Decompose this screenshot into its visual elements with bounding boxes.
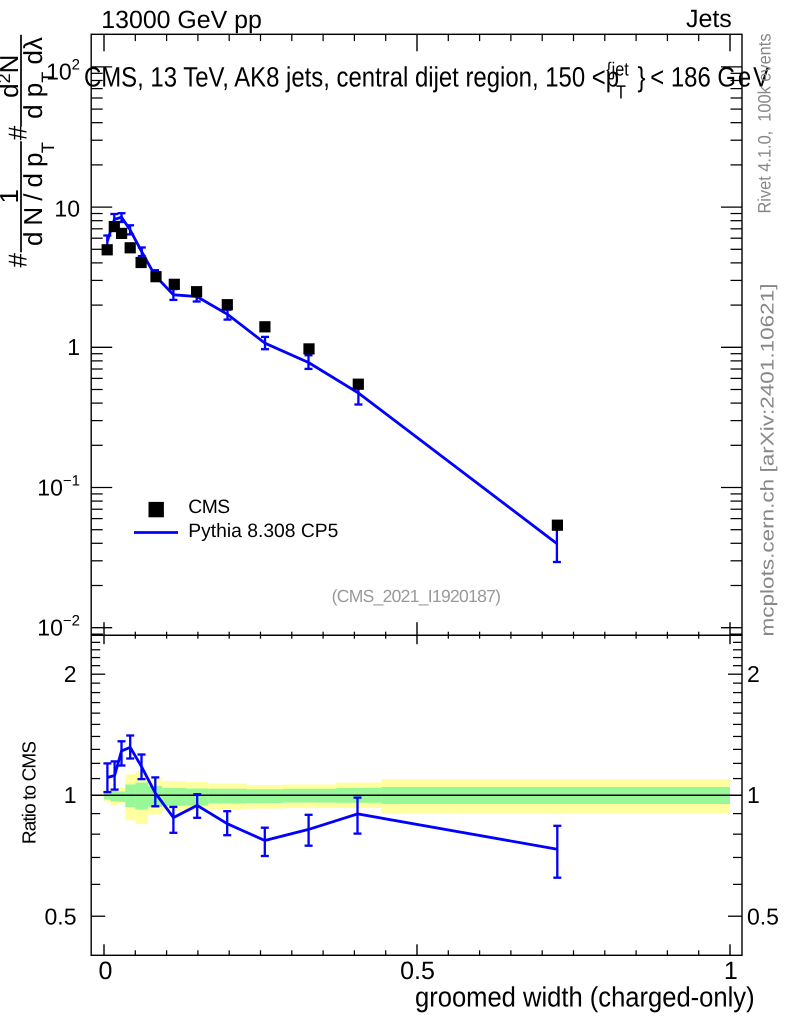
svg-text:0.5: 0.5 — [400, 957, 435, 985]
svg-text:mcplots.cern.ch [arXiv:2401.10: mcplots.cern.ch [arXiv:2401.10621] — [757, 284, 778, 637]
svg-text:Pythia 8.308 CP5: Pythia 8.308 CP5 — [188, 521, 338, 542]
svg-text:1: 1 — [724, 957, 738, 985]
svg-text:102: 102 — [46, 57, 80, 85]
svg-text:0: 0 — [99, 957, 113, 985]
svg-text:Rivet 4.1.0, 100k events: Rivet 4.1.0, 100k events — [755, 34, 775, 214]
svg-text:Jets: Jets — [686, 5, 732, 33]
svg-text:1: 1 — [0, 189, 24, 203]
svg-text:2: 2 — [64, 661, 77, 687]
svg-text:2: 2 — [747, 661, 760, 687]
svg-text:(CMS_2021_I1920187): (CMS_2021_I1920187) — [332, 586, 501, 606]
svg-text:10−1: 10−1 — [37, 472, 80, 500]
svg-text:1: 1 — [64, 782, 77, 808]
svg-text:0.5: 0.5 — [747, 904, 779, 930]
svg-text:Ratio to CMS: Ratio to CMS — [20, 742, 41, 844]
svg-text:1: 1 — [67, 334, 80, 360]
svg-text:0.5: 0.5 — [45, 904, 77, 930]
svg-text:10−2: 10−2 — [37, 613, 80, 641]
svg-text:CMS: CMS — [188, 497, 229, 518]
svg-text:1: 1 — [747, 782, 760, 808]
svg-text:#: # — [3, 125, 33, 140]
svg-text:10: 10 — [54, 196, 80, 222]
svg-text:13000 GeV pp: 13000 GeV pp — [101, 6, 262, 34]
svg-text:#: # — [3, 253, 33, 268]
svg-text:groomed width (charged-only): groomed width (charged-only) — [415, 982, 755, 1013]
